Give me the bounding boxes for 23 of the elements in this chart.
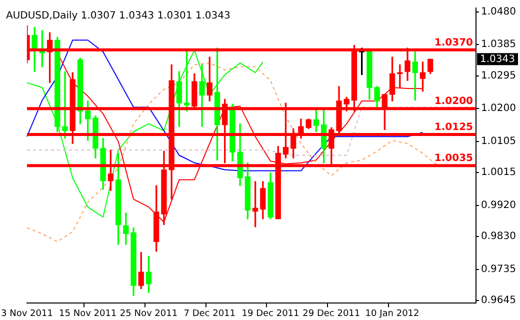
y-tick-label: 0.9830 [481, 231, 516, 242]
y-tick-label: 1.0105 [481, 136, 516, 148]
x-tick-label: 3 Nov 2011 [1, 308, 53, 319]
x-tick-label: 25 Nov 2011 [120, 308, 178, 319]
y-tick-label: 1.0295 [481, 70, 516, 82]
text: 1.0343 [480, 54, 515, 65]
ref-line-label: 1.0125 [434, 122, 474, 134]
y-tick-label: 0.9735 [481, 264, 516, 275]
y-tick-label: 1.0200 [481, 103, 516, 114]
ref-line-label: 1.0200 [434, 96, 474, 108]
x-tick-label: 29 Dec 2011 [302, 308, 360, 319]
x-tick-label: 10 Jan 2012 [365, 308, 420, 319]
ref-line-label: 1.0035 [434, 153, 474, 164]
x-tick-label: 19 Dec 2011 [242, 308, 300, 319]
y-tick-label: 1.0480 [481, 6, 516, 18]
y-tick-label: 0.9920 [481, 200, 516, 211]
y-tick-label: 1.0015 [481, 167, 516, 178]
x-tick-label: 15 Nov 2011 [59, 308, 117, 319]
y-tick-label: 1.0385 [481, 39, 516, 50]
x-tick-label: 7 Dec 2011 [184, 308, 236, 319]
y-tick-label: 0.9645 [481, 295, 516, 306]
ref-line-label: 1.0370 [434, 37, 474, 48]
chart-title: AUDUSD,Daily 1.0307 1.0343 1.0301 1.0343 [6, 10, 230, 22]
